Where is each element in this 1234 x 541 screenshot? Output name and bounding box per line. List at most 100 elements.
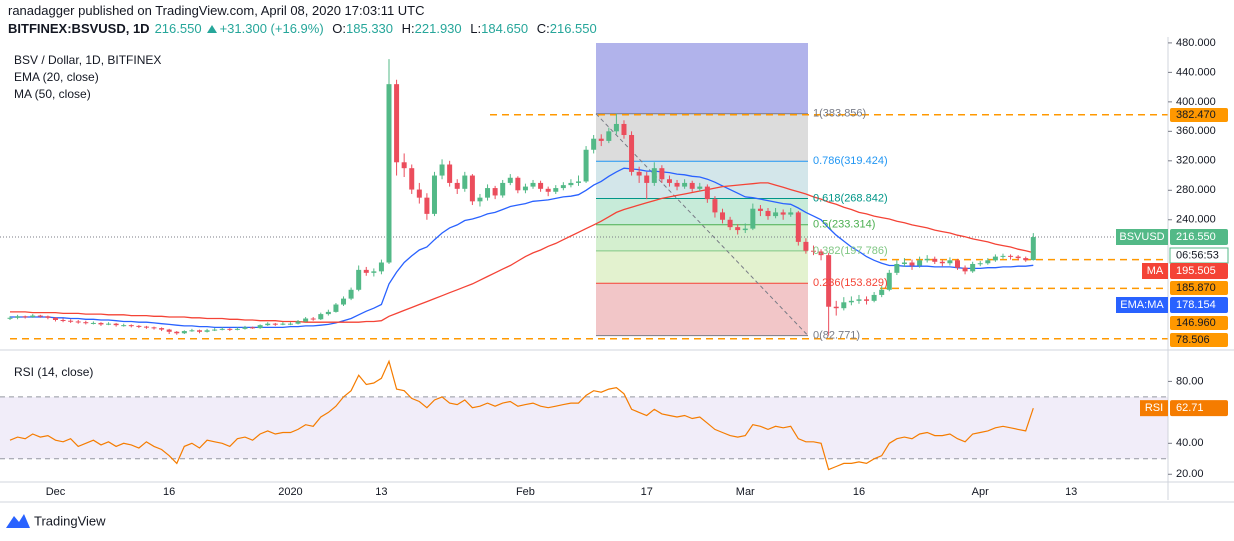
change-text: +31.300 (+16.9%) — [219, 21, 324, 36]
badge-value: 62.71 — [1176, 402, 1204, 414]
candle-body — [576, 181, 581, 183]
x-tick-label: 2020 — [278, 486, 302, 498]
fib-band — [596, 250, 808, 284]
candle-body — [90, 322, 96, 324]
candle-body — [757, 208, 763, 211]
candle-body — [189, 330, 195, 332]
candle-body — [697, 186, 703, 189]
candle-body — [431, 175, 437, 214]
ohlc-value: 216.550 — [549, 21, 597, 36]
candle-body — [689, 182, 695, 189]
candle-body — [636, 171, 642, 176]
candle-body — [735, 227, 741, 231]
fib-label: 0.618(268.842) — [813, 192, 888, 204]
fib-extension — [596, 43, 808, 114]
x-tick-label: Apr — [972, 486, 989, 498]
ohlc-key: O: — [332, 21, 347, 36]
candle-body — [341, 298, 347, 305]
candle-body — [219, 328, 225, 330]
rsi-band — [0, 396, 1168, 459]
candle-body — [250, 327, 256, 329]
candle-body — [704, 186, 710, 200]
candle-body — [742, 228, 748, 231]
badge-name: MA — [1147, 265, 1164, 277]
candle-body — [204, 330, 210, 332]
candle-body — [522, 186, 528, 191]
legend-entry: EMA (20, close) — [14, 70, 99, 84]
fib-band — [596, 198, 808, 225]
candle-body — [1015, 256, 1021, 259]
candle-body — [560, 185, 566, 189]
candle-body — [909, 262, 915, 266]
fib-label: 0.236(153.829) — [813, 277, 888, 289]
candle-body — [644, 175, 650, 183]
candle-body — [121, 325, 127, 327]
candle-body — [287, 323, 293, 325]
badge-value: 195.505 — [1176, 265, 1216, 277]
fib-label: 0.5(233.314) — [813, 219, 875, 231]
candle-body — [545, 188, 551, 192]
candle-body — [356, 269, 362, 290]
candle-body — [977, 263, 983, 265]
candle-body — [106, 323, 112, 325]
candle-body — [439, 164, 445, 176]
candle-body — [841, 302, 847, 309]
fib-band — [596, 113, 808, 162]
candle-body — [879, 289, 885, 295]
candle-body — [780, 212, 786, 215]
candle-body — [477, 197, 483, 202]
candle-body — [159, 328, 165, 330]
candle-body — [727, 219, 733, 228]
rsi-title: RSI (14, close) — [14, 365, 93, 379]
badge-value-box — [1170, 229, 1228, 245]
change: +31.300 (+16.9%) — [206, 21, 324, 36]
badge-value-box — [1170, 400, 1228, 417]
publish-line: ranadagger published on TradingView.com,… — [8, 3, 430, 18]
candle-body — [378, 262, 384, 272]
candle-body — [818, 251, 824, 256]
y-tick-label: 440.000 — [1176, 66, 1216, 78]
y-tick-label: 240.000 — [1176, 214, 1216, 226]
candle-body — [280, 323, 286, 325]
candle-body — [181, 331, 187, 334]
candle-body — [37, 315, 43, 317]
candle-body — [454, 182, 460, 189]
candle-body — [447, 164, 453, 183]
candle-body — [60, 319, 66, 321]
candle-body — [583, 149, 589, 182]
x-tick-label: 16 — [163, 486, 175, 498]
candle-body — [272, 323, 278, 325]
candle-body — [568, 182, 574, 186]
candle-body — [507, 177, 513, 183]
x-tick-label: 16 — [853, 486, 865, 498]
candle-body — [303, 318, 309, 322]
badge-name: RSI — [1145, 402, 1163, 414]
publish-info: ranadagger published on TradingView.com,… — [8, 3, 425, 18]
fib-label: 0(82.771) — [813, 330, 860, 342]
candle-body — [174, 331, 180, 334]
y-tick-label: 80.00 — [1176, 375, 1204, 387]
y-tick-label: 480.000 — [1176, 37, 1216, 49]
candle-body — [826, 255, 832, 307]
ohlc-key: L: — [470, 21, 482, 36]
badge-value-box — [1170, 297, 1228, 313]
candle-body — [371, 271, 377, 273]
level-label-box — [1170, 108, 1228, 122]
y-tick-label: 280.000 — [1176, 184, 1216, 196]
x-tick-label: 13 — [375, 486, 387, 498]
candle-body — [538, 182, 544, 189]
candle-body — [469, 175, 475, 202]
candle-body — [394, 84, 400, 163]
fib-band — [596, 283, 808, 336]
candle-body — [257, 325, 263, 329]
candle-body — [325, 311, 331, 315]
candle-body — [886, 272, 892, 290]
y-tick-label: 40.00 — [1176, 437, 1204, 449]
candle-body — [1030, 237, 1036, 261]
candle-body — [386, 84, 392, 263]
candle-body — [318, 314, 324, 320]
candle-body — [143, 326, 149, 328]
badge-value: 216.550 — [1176, 231, 1216, 243]
fib-label: 0.786(319.424) — [813, 155, 888, 167]
